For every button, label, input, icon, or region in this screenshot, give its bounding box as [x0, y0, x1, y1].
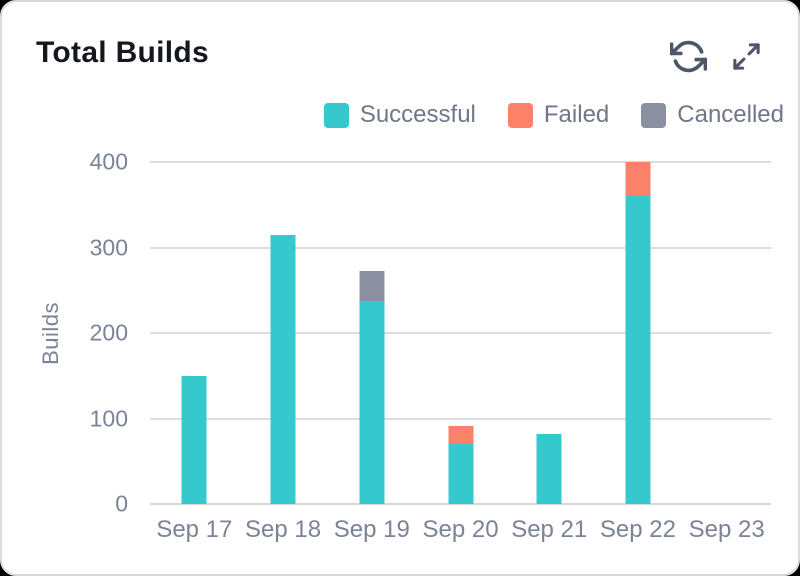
legend-label: Failed [543, 101, 610, 128]
bar-column [416, 162, 505, 504]
x-tick-label: Sep 17 [156, 516, 233, 543]
gridline [150, 417, 771, 420]
legend-item-cancelled[interactable]: Cancelled [641, 101, 784, 129]
x-tick-label: Sep 22 [599, 516, 676, 543]
bar-segment-cancelled[interactable] [359, 271, 385, 302]
bar-column [505, 162, 594, 504]
bar-column [682, 162, 771, 504]
y-tick-label: 400 [89, 148, 128, 175]
bar-stack-sep-19[interactable] [359, 162, 385, 504]
bar-stack-sep-17[interactable] [181, 162, 207, 504]
bar-segment-successful[interactable] [625, 196, 651, 504]
page-title: Total Builds [36, 36, 210, 69]
y-tick-label: 0 [115, 490, 128, 517]
bar-stack-sep-18[interactable] [270, 162, 296, 504]
legend-swatch [507, 102, 533, 128]
refresh-icon [670, 38, 707, 75]
legend-swatch [323, 102, 349, 128]
bar-segment-successful[interactable] [448, 444, 474, 504]
x-tick-label: Sep 21 [511, 516, 588, 543]
bar-segment-failed[interactable] [625, 162, 651, 197]
y-axis-ticks: 0 100 200 300 400 [60, 149, 128, 517]
gridline [150, 161, 771, 163]
bar-segment-failed[interactable] [448, 426, 474, 445]
legend-label: Successful [359, 101, 476, 128]
x-axis-labels: Sep 17 Sep 18 Sep 19 Sep 20 Sep 21 Sep 22 Sep … [150, 516, 771, 544]
bar-segment-successful[interactable] [359, 301, 385, 504]
bar-stack-sep-22[interactable] [625, 162, 651, 504]
x-tick-label: Sep 19 [333, 516, 410, 543]
bar-column [594, 162, 683, 504]
y-tick-label: 100 [89, 405, 128, 431]
toolbar [670, 38, 762, 75]
bar-column [327, 162, 416, 504]
gridline [150, 246, 771, 249]
bar-stack-sep-20[interactable] [448, 162, 474, 504]
bar-stack-sep-21[interactable] [536, 162, 562, 504]
legend-item-successful[interactable]: Successful [323, 101, 476, 129]
expand-button[interactable] [731, 41, 762, 72]
bars [150, 162, 771, 504]
bar-segment-successful[interactable] [270, 234, 296, 504]
expand-icon [731, 41, 762, 72]
legend-label: Cancelled [677, 101, 784, 128]
refresh-button[interactable] [670, 38, 707, 75]
x-axis-line [150, 503, 771, 505]
card-header: Total Builds [36, 36, 762, 75]
legend: Successful Failed Cancelled [323, 101, 784, 129]
bar-segment-successful[interactable] [181, 375, 207, 504]
x-tick-label: Sep 18 [245, 516, 322, 543]
bar-stack-sep-23[interactable] [714, 162, 739, 504]
x-tick-label: Sep 23 [688, 516, 765, 543]
plot-area [150, 161, 771, 505]
bar-column [239, 162, 328, 504]
bar-segment-successful[interactable] [536, 433, 562, 504]
legend-item-failed[interactable]: Failed [507, 101, 610, 129]
bar-column [150, 162, 239, 504]
legend-swatch [641, 102, 667, 128]
gridline [150, 332, 771, 334]
x-tick-label: Sep 20 [422, 516, 499, 543]
y-tick-label: 200 [89, 319, 128, 346]
y-tick-label: 300 [89, 234, 128, 260]
